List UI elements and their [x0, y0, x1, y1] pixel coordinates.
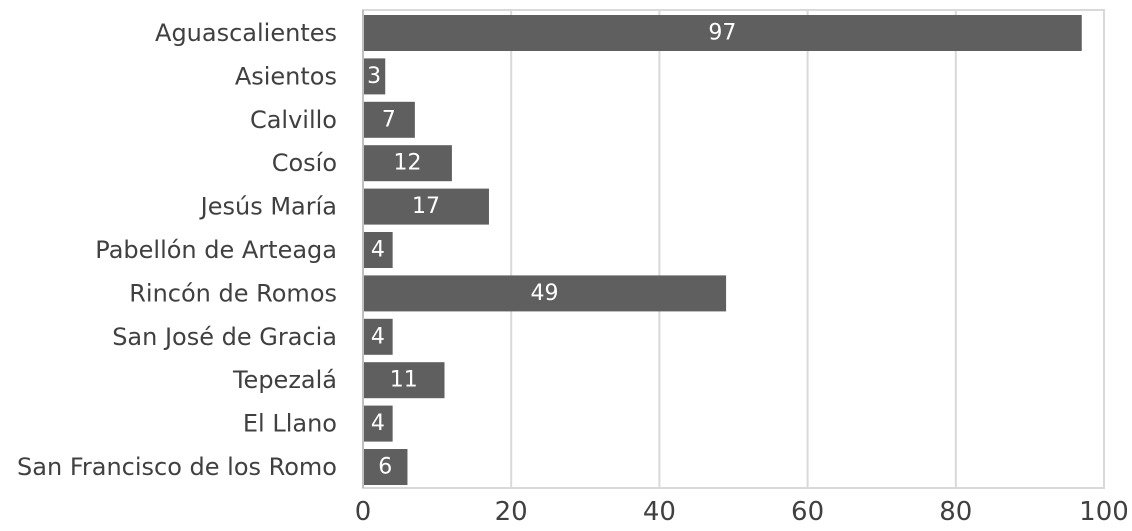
bar-1 [363, 58, 386, 95]
x-tick-label: 80 [939, 497, 972, 527]
category-label: El Llano [243, 410, 337, 438]
bar-0 [363, 15, 1082, 51]
category-label: Cosío [272, 149, 337, 177]
category-label: Jesús María [199, 193, 337, 221]
gridlines [510, 10, 957, 488]
bar-6 [363, 275, 727, 312]
bar-3 [363, 145, 452, 182]
bar-10 [363, 449, 408, 485]
x-tick-label: 100 [1079, 497, 1129, 527]
category-label: Aguascalientes [155, 19, 337, 47]
data-label: 7 [382, 107, 396, 132]
data-label: 4 [371, 324, 385, 349]
category-label: Asientos [235, 62, 337, 90]
category-label: Rincón de Romos [129, 279, 337, 307]
x-tick-labels: 0 20 40 60 80 100 [355, 497, 1129, 527]
data-label: 97 [708, 21, 736, 46]
bar-7 [363, 318, 393, 355]
data-label: 3 [367, 64, 381, 89]
category-label: San Francisco de los Romo [17, 453, 337, 481]
data-label: 11 [390, 368, 418, 393]
data-label: 49 [531, 281, 559, 306]
category-label: San José de Gracia [112, 323, 337, 351]
category-label: Tepezalá [232, 366, 337, 394]
category-label: Calvillo [250, 106, 337, 134]
bar-4 [363, 188, 489, 225]
x-tick-label: 60 [791, 497, 824, 527]
category-labels: Aguascalientes Asientos Calvillo Cosío Jesús… [17, 19, 337, 481]
x-tick-label: 0 [355, 497, 372, 527]
bar-8 [363, 362, 445, 399]
category-label: Pabellón de Arteaga [95, 236, 337, 264]
x-tick-label: 40 [643, 497, 676, 527]
data-label: 12 [393, 151, 421, 176]
bar-9 [363, 405, 393, 442]
bar-5 [363, 232, 393, 268]
data-label: 4 [371, 411, 385, 436]
x-tick-label: 20 [495, 497, 528, 527]
data-label: 4 [371, 238, 385, 263]
bar-2 [363, 101, 415, 138]
bars [363, 15, 1082, 485]
plot-area-border [362, 9, 1105, 489]
data-label: 6 [378, 455, 392, 480]
data-label: 17 [412, 194, 440, 219]
